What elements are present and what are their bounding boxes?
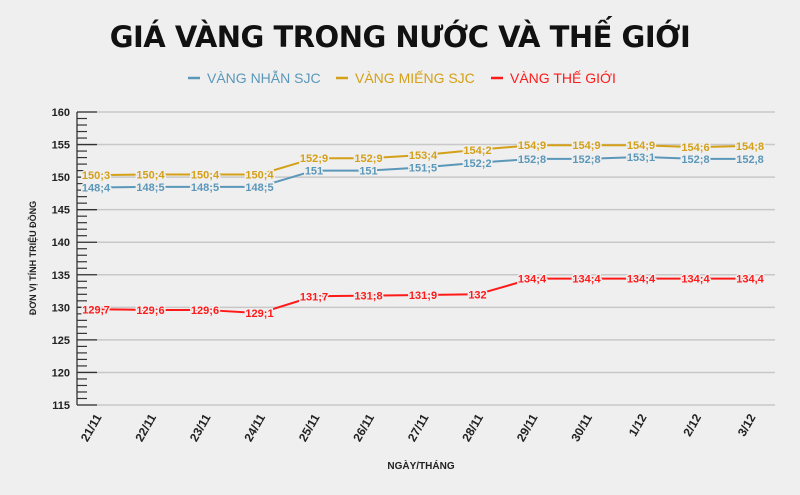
x-tick-label: 3/12 <box>735 411 759 439</box>
data-label: 148;5 <box>191 182 219 194</box>
y-tick-label: 155 <box>52 140 70 152</box>
data-label: 131;8 <box>354 291 382 303</box>
y-tick-label: 125 <box>52 335 70 347</box>
legend-label: VÀNG NHẪN SJC <box>207 70 321 86</box>
data-label: 153;1 <box>627 152 655 164</box>
data-label: 129;6 <box>136 305 164 317</box>
data-label: 152;8 <box>572 154 600 166</box>
x-tick-label: 23/11 <box>187 411 214 444</box>
x-axis-label: NGÀY/THÁNG <box>387 459 454 472</box>
y-axis-label: ĐƠN VỊ TÍNH TRIỆU ĐỒNG <box>27 201 38 315</box>
x-tick-label: 27/11 <box>405 411 432 444</box>
data-label: 134;4 <box>518 274 547 286</box>
data-label: 131;9 <box>409 290 437 302</box>
data-label: 148;5 <box>136 182 164 194</box>
y-tick-label: 140 <box>52 237 70 249</box>
data-label: 154;9 <box>572 140 600 152</box>
data-label: 154;9 <box>627 140 655 152</box>
x-tick-label: 22/11 <box>132 411 159 444</box>
data-label: 152,8 <box>736 154 764 166</box>
data-label: 151 <box>359 166 377 178</box>
data-label: 132 <box>468 289 486 301</box>
y-tick-label: 150 <box>52 172 70 184</box>
x-tick-label: 29/11 <box>514 411 541 444</box>
data-label: 148;5 <box>245 182 273 194</box>
data-label: 150;3 <box>82 170 110 182</box>
x-tick-label: 1/12 <box>626 411 650 439</box>
data-label: 150;4 <box>191 170 220 182</box>
data-label: 151 <box>305 166 323 178</box>
y-tick-label: 160 <box>52 107 70 119</box>
y-tick-label: 135 <box>52 270 70 282</box>
x-tick-label: 21/11 <box>78 411 105 444</box>
data-label: 151;5 <box>409 162 437 174</box>
data-label: 129;1 <box>245 308 273 320</box>
data-label: 150;4 <box>245 170 274 182</box>
x-tick-label: 24/11 <box>241 411 268 444</box>
data-label: 148;4 <box>82 183 111 195</box>
x-tick-label: 26/11 <box>350 411 377 444</box>
y-tick-label: 145 <box>52 205 70 217</box>
data-label: 134,4 <box>736 274 764 286</box>
series-line <box>95 144 751 177</box>
y-tick-label: 130 <box>52 302 70 314</box>
data-label: 150;4 <box>136 170 165 182</box>
data-label: 129;6 <box>191 305 219 317</box>
data-label: 154;2 <box>463 145 491 157</box>
data-label: 152;9 <box>354 153 382 165</box>
series-line <box>95 277 750 315</box>
legend-label: VÀNG MIẾNG SJC <box>355 70 475 86</box>
chart-title: GIÁ VÀNG TRONG NƯỚC VÀ THẾ GIỚI <box>109 20 691 54</box>
data-label: 154;9 <box>518 140 546 152</box>
data-label: 129,7 <box>82 304 110 316</box>
data-label: 134;4 <box>627 274 656 286</box>
data-label: 134;4 <box>681 274 710 286</box>
data-label: 154;6 <box>681 142 709 154</box>
x-tick-label: 28/11 <box>459 411 486 444</box>
x-tick-label: 30/11 <box>568 411 595 444</box>
data-label: 152;9 <box>300 153 328 165</box>
data-label: 152;8 <box>681 154 709 166</box>
data-label: 154;8 <box>736 141 764 153</box>
data-label: 152;8 <box>518 154 546 166</box>
data-label: 134;4 <box>572 274 601 286</box>
legend-label: VÀNG THẾ GIỚI <box>510 70 616 86</box>
y-tick-label: 120 <box>52 367 70 379</box>
x-tick-label: 25/11 <box>296 411 323 444</box>
data-label: 152;2 <box>463 158 491 170</box>
series-line <box>95 155 750 189</box>
x-tick-label: 2/12 <box>680 411 704 439</box>
data-label: 153;4 <box>409 150 438 162</box>
y-tick-label: 115 <box>52 400 70 412</box>
data-label: 131;7 <box>300 291 328 303</box>
